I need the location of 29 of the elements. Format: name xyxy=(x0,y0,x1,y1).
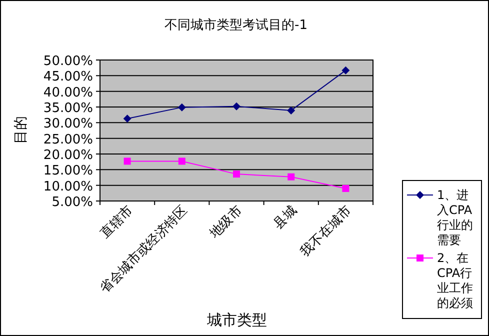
point xyxy=(342,66,350,74)
point xyxy=(233,170,240,178)
point xyxy=(232,102,240,110)
y-tick-label: 40.00% xyxy=(43,85,93,100)
x-tick-label: 地级市 xyxy=(206,203,246,242)
legend-label: 1、进入CPA行业的需要 xyxy=(437,188,474,248)
y-tick-label: 25.00% xyxy=(43,132,93,148)
y-tick-label: 30.00% xyxy=(43,116,93,132)
y-axis-title: 目的 xyxy=(13,116,29,144)
y-tick-label: 20.00% xyxy=(43,148,93,163)
y-tick-label: 45.00% xyxy=(43,70,93,85)
point xyxy=(178,158,186,165)
point xyxy=(287,106,296,114)
point xyxy=(124,158,131,165)
point xyxy=(123,114,132,123)
y-tick-label: 5.00% xyxy=(52,195,93,210)
point xyxy=(342,184,350,192)
x-tick-label: 直辖市 xyxy=(98,203,136,242)
x-axis-title: 城市类型 xyxy=(206,311,267,329)
legend-label: 2、在CPA行业工作的必须 xyxy=(437,251,474,311)
point xyxy=(288,173,295,180)
y-tick-label: 35.00% xyxy=(43,101,93,116)
x-tick-label: 我不在城市 xyxy=(298,203,355,260)
y-tick-label: 15.00% xyxy=(43,164,93,179)
y-tick-label: 10.00% xyxy=(43,179,93,194)
chart-title: 不同城市类型考试目的-1 xyxy=(164,18,308,33)
point xyxy=(178,103,186,112)
x-tick-label: 县城 xyxy=(270,203,300,232)
y-tick-label: 50.00% xyxy=(43,54,93,69)
